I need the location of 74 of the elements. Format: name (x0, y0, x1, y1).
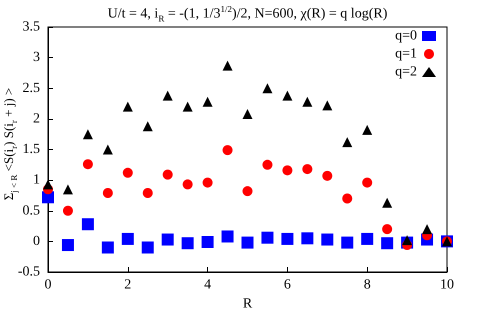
point (322, 100, 332, 110)
legend-label: q=1 (395, 46, 417, 62)
x-tick-label: 4 (204, 278, 212, 292)
point (82, 159, 93, 170)
y-tick-label: 1 (33, 172, 40, 188)
point (341, 236, 354, 249)
point (102, 242, 114, 254)
point (182, 237, 194, 250)
point (382, 198, 392, 208)
chart-title: U/t = 4, i$_{R}$ = -(1, 1/3$^{1/2}$)/2, N=600, χ(R) = q log(R) (106, 3, 388, 26)
point (342, 194, 352, 204)
point (62, 184, 73, 194)
point (142, 121, 153, 132)
y-tick-label: 2.5 (22, 80, 40, 96)
point (202, 178, 213, 188)
point (222, 230, 234, 242)
y-tick-label: 2 (33, 111, 40, 126)
point (362, 124, 372, 135)
point (381, 237, 394, 250)
point (242, 186, 252, 196)
point (342, 137, 352, 148)
point (261, 232, 274, 244)
point (122, 168, 133, 178)
y-tick-label: 0.5 (22, 203, 40, 218)
point (182, 179, 193, 190)
point (82, 218, 94, 230)
legend-label: q=2 (395, 64, 417, 80)
point (122, 232, 134, 245)
point (302, 164, 312, 174)
point (202, 236, 214, 248)
x-tick-label: 10 (440, 278, 454, 292)
x-tick-label: 0 (44, 278, 52, 292)
point (142, 242, 154, 254)
point (242, 236, 254, 249)
point (162, 170, 173, 180)
point (282, 90, 292, 101)
point (62, 206, 73, 216)
point (262, 160, 272, 170)
point (122, 102, 133, 112)
point (321, 234, 334, 246)
x-tick-label: 8 (364, 278, 371, 292)
legend-label: q=0 (395, 28, 417, 44)
point (102, 188, 113, 198)
point (402, 235, 412, 246)
point (162, 234, 174, 246)
point (382, 224, 392, 234)
point (43, 179, 53, 190)
point (362, 178, 372, 188)
x-tick-label: 6 (284, 278, 291, 292)
point (162, 90, 173, 101)
point (182, 102, 193, 112)
point (422, 224, 432, 234)
point (62, 239, 74, 252)
point (102, 144, 113, 154)
point (301, 232, 314, 244)
point (302, 96, 312, 107)
y-tick-label: 3.5 (22, 20, 40, 34)
point (222, 60, 233, 71)
point (142, 188, 153, 198)
y-tick-label: 0 (33, 234, 40, 249)
y-tick-label: -0.5 (18, 264, 40, 280)
point (202, 96, 213, 107)
point (361, 232, 374, 245)
point (282, 165, 292, 176)
y-tick-label: 1.5 (22, 142, 40, 157)
point (322, 170, 332, 181)
x-tick-label: 2 (124, 278, 132, 292)
point (242, 108, 252, 119)
x-axis-title: R (242, 296, 253, 312)
point (281, 232, 294, 245)
point (262, 83, 272, 94)
y-tick-label: 3 (33, 50, 40, 66)
point (82, 129, 93, 140)
point (222, 145, 233, 156)
